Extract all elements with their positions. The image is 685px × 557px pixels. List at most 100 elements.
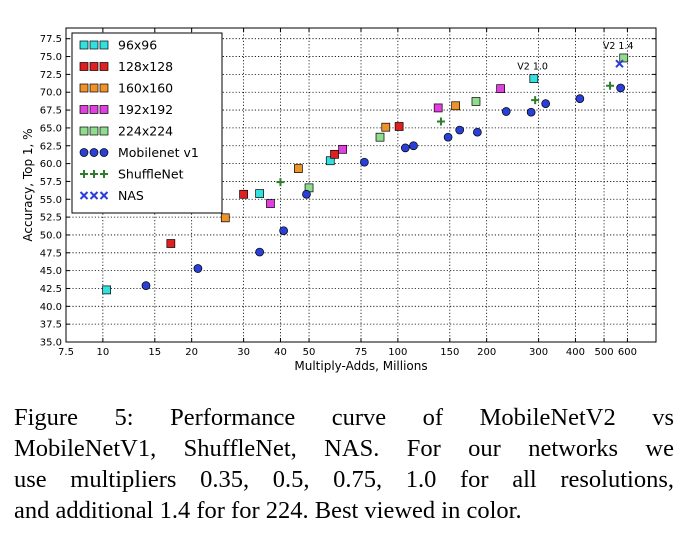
x-tick-label: 7.5: [58, 347, 74, 358]
data-point: [255, 189, 264, 198]
legend-marker: [79, 191, 89, 200]
data-point: [375, 132, 385, 142]
data-point: [330, 149, 339, 159]
y-axis-label: Accuracy, Top 1, %: [21, 128, 35, 241]
x-tick-label: 600: [618, 347, 637, 358]
data-point: [451, 101, 460, 111]
y-tick-label: 47.5: [40, 248, 62, 259]
y-tick-label: 52.5: [40, 213, 62, 224]
y-tick-label: 62.5: [40, 141, 62, 152]
x-tick-label: 30: [237, 347, 250, 358]
legend-marker: [99, 148, 109, 157]
caption-line: and additional 1.4 for for 224. Best vie…: [14, 497, 522, 524]
y-tick-label: 75.0: [40, 52, 62, 63]
x-tick-label: 75: [355, 347, 368, 358]
point-annotation: V2 1.0: [517, 62, 548, 73]
x-tick-label: 20: [185, 347, 198, 358]
legend-marker: [90, 170, 98, 178]
data-point: [541, 99, 551, 108]
data-point: [276, 178, 285, 187]
caption-line: MobileNetV1, ShuffleNet, NAS. For our ne…: [14, 435, 674, 462]
data-point: [409, 141, 418, 151]
legend-marker: [80, 170, 88, 178]
legend-label: 96x96: [118, 38, 157, 53]
data-point: [529, 74, 539, 84]
data-point: [279, 226, 288, 236]
data-point: [615, 59, 624, 68]
x-tick-label: 200: [477, 347, 496, 358]
scatter-chart: 35.0 37.5 40.0 42.5 45.0 47.5 50.0 52.5 55.0 57.5…: [21, 27, 657, 373]
legend-marker: [100, 170, 108, 178]
figure-caption: Figure 5: Performance curve of MobileNet…: [14, 402, 674, 526]
x-tick-label: 500: [595, 347, 614, 358]
y-tick-label: 77.5: [40, 34, 62, 45]
point-annotation: V2 1.4: [603, 41, 634, 52]
data-point: [360, 157, 369, 167]
legend-marker: [99, 105, 109, 114]
legend-marker: [99, 126, 109, 136]
y-tick-label: 55.0: [40, 195, 62, 206]
legend-marker: [99, 62, 109, 71]
data-point: [400, 143, 410, 153]
x-tick-label: 15: [148, 347, 161, 358]
legend-marker: [99, 191, 109, 200]
data-point: [302, 189, 311, 199]
data-point: [575, 94, 585, 104]
data-point: [394, 122, 404, 131]
y-tick-label: 57.5: [40, 177, 62, 188]
legend-label: NAS: [118, 188, 144, 203]
caption-line: Figure 5: Performance curve of MobileNet…: [14, 404, 674, 431]
data-point: [501, 107, 511, 116]
y-tick-label: 37.5: [40, 320, 62, 331]
data-point: [239, 189, 248, 199]
y-tick-label: 45.0: [40, 266, 62, 277]
y-tick-label: 60.0: [40, 159, 62, 170]
data-point: [220, 213, 230, 223]
data-point: [455, 125, 465, 135]
legend-label: 128x128: [118, 59, 173, 74]
legend-marker: [79, 105, 89, 114]
x-tick-label: 400: [566, 347, 585, 358]
y-tick-label: 50.0: [40, 230, 62, 241]
legend-label: 224x224: [118, 124, 173, 139]
data-point: [436, 117, 445, 126]
y-tick-label: 35.0: [40, 338, 62, 349]
grid-lines: [65, 28, 656, 343]
data-point: [526, 107, 536, 117]
legend-marker: [89, 40, 99, 50]
data-point: [619, 53, 629, 63]
data-point: [294, 164, 303, 173]
data-point: [496, 84, 505, 94]
data-point: [473, 127, 482, 137]
x-tick-label: 10: [96, 347, 109, 358]
legend-marker: [99, 83, 109, 93]
legend-label: 160x160: [118, 81, 173, 96]
data-point: [166, 239, 176, 248]
legend-marker: [79, 40, 89, 50]
legend-marker: [99, 40, 109, 50]
data-point: [531, 96, 540, 105]
caption-line: use multipliers 0.35, 0.5, 0.75, 1.0 for…: [14, 466, 674, 493]
data-point: [102, 285, 111, 295]
data-point: [266, 199, 275, 208]
annotations: V2 1.0 V2 1.4: [517, 41, 633, 73]
legend-marker: [89, 105, 99, 114]
data-point: [141, 281, 151, 290]
data-points: [102, 53, 629, 295]
legend-marker: [89, 126, 99, 136]
legend-marker: [89, 83, 99, 93]
data-point: [193, 264, 203, 273]
legend-marker: [79, 148, 89, 157]
legend-label: ShuffleNet: [118, 167, 184, 182]
x-axis-label: Multiply-Adds, Millions: [294, 359, 427, 373]
y-tick-label: 40.0: [40, 302, 62, 313]
data-point: [381, 122, 391, 132]
legend-marker: [79, 83, 89, 93]
y-tick-label: 42.5: [40, 284, 62, 295]
data-point: [338, 144, 348, 154]
legend: 96x96 128x128 160x160 192x192 224x224 Mobilen…: [71, 32, 223, 214]
legend-marker: [89, 191, 99, 200]
legend-marker: [79, 126, 89, 136]
y-tick-label: 72.5: [40, 70, 62, 81]
x-tick-label: 300: [529, 347, 548, 358]
